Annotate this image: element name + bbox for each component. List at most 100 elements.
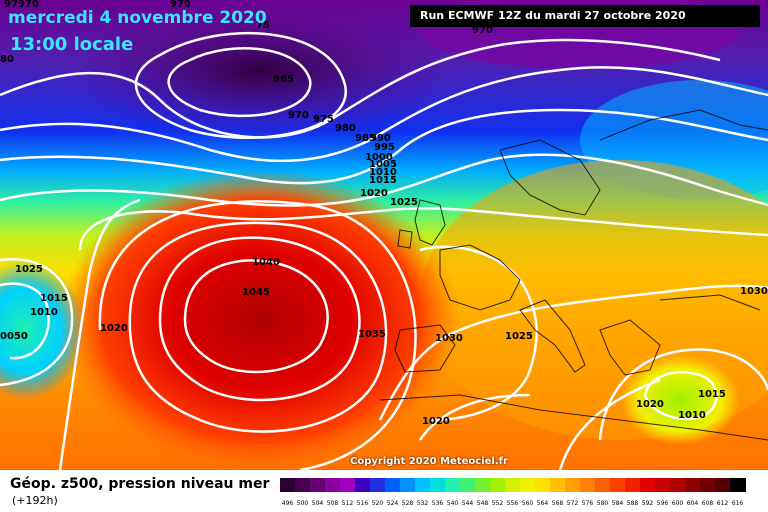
isobar-label: 80 [0, 54, 14, 65]
color-scale-legend: 496 500 504 508 512 516 520 524 528 532 536 540 544 5… [280, 478, 760, 512]
legend-swatch [415, 478, 431, 492]
legend-tick: 592 [641, 500, 654, 507]
legend-swatch [490, 478, 506, 492]
legend-swatch [310, 478, 326, 492]
legend-swatch [580, 478, 596, 492]
isobar-label: 985 [355, 133, 376, 144]
isobar-label: 1025 [505, 331, 533, 342]
legend-swatch [625, 478, 641, 492]
legend-swatch [505, 478, 521, 492]
legend-tick: 596 [656, 500, 669, 507]
legend-tick: 556 [506, 500, 519, 507]
legend-tick: 512 [341, 500, 354, 507]
legend-tick: 564 [536, 500, 549, 507]
legend-tick: 496 [281, 500, 294, 507]
legend-swatch [280, 478, 296, 492]
forecast-offset: (+192h) [12, 494, 58, 507]
model-run-label: Run ECMWF 12Z du mardi 27 octobre 2020 [410, 5, 760, 27]
legend-tick: 536 [431, 500, 444, 507]
copyright: Copyright 2020 Meteociel.fr [350, 456, 508, 467]
legend-swatch [685, 478, 701, 492]
legend-tick: 544 [461, 500, 474, 507]
legend-tick: 524 [386, 500, 399, 507]
legend-tick: 572 [566, 500, 579, 507]
isobar-label: 970 [170, 0, 191, 10]
legend-tick: 508 [326, 500, 339, 507]
legend-tick: 500 [296, 500, 309, 507]
legend-swatch [670, 478, 686, 492]
isobar-label: 975 [313, 114, 334, 125]
legend-swatch [460, 478, 476, 492]
legend-swatch [325, 478, 341, 492]
legend-tick: 528 [401, 500, 414, 507]
isobar-label: 1005 [369, 159, 397, 170]
legend-swatch [370, 478, 386, 492]
isobar-label: 1015 [40, 293, 68, 304]
legend-tick: 552 [491, 500, 504, 507]
forecast-time: 13:00 locale [10, 34, 134, 55]
legend-swatch [640, 478, 656, 492]
legend-swatch [730, 478, 746, 492]
legend-tick: 576 [581, 500, 594, 507]
isobar-label: 990 [370, 133, 391, 144]
isobar-label: 1025 [390, 197, 418, 208]
isobars [0, 32, 768, 470]
legend-swatch [340, 478, 356, 492]
isobar-label: 1020 [422, 416, 450, 427]
legend-tick: 504 [311, 500, 324, 507]
isobar-label: 1025 [15, 264, 43, 275]
legend-tick: 532 [416, 500, 429, 507]
isobar-label: 995 [374, 142, 395, 153]
isobar-label: 1020 [636, 399, 664, 410]
legend-tick: 600 [671, 500, 684, 507]
legend-tick: 520 [371, 500, 384, 507]
isobar-label: 1040 [252, 257, 280, 268]
isobar-label: 1020 [100, 323, 128, 334]
legend-tick: 584 [611, 500, 624, 507]
isobar-label: 1020 [360, 188, 388, 199]
map-title: Géop. z500, pression niveau mer [10, 476, 270, 492]
forecast-date: mercredi 4 novembre 2020 [8, 8, 267, 28]
isobar-label: 1030 [435, 333, 463, 344]
legend-swatch [535, 478, 551, 492]
isobar-label: 1010 [30, 307, 58, 318]
geopotential-chart: 970 970 97970 75 80 965 970 975 980 985 … [0, 0, 768, 470]
isobar-label: 0050 [0, 331, 28, 342]
legend-tick: 516 [356, 500, 369, 507]
legend-tick: 608 [701, 500, 714, 507]
legend-tick: 588 [626, 500, 639, 507]
legend-swatch [655, 478, 671, 492]
legend-swatch [295, 478, 311, 492]
isobar-label: 970 [288, 110, 309, 121]
legend-swatch [430, 478, 446, 492]
legend-swatch [700, 478, 716, 492]
weather-map: 970 970 97970 75 80 965 970 975 980 985 … [0, 0, 768, 470]
legend-swatch [355, 478, 371, 492]
legend-swatch [595, 478, 611, 492]
isobar-label: 1015 [698, 389, 726, 400]
legend-swatch [550, 478, 566, 492]
legend-tick: 616 [731, 500, 744, 507]
legend-tick: 540 [446, 500, 459, 507]
isobar-labels: 970 970 97970 75 80 965 970 975 980 985 … [0, 0, 768, 427]
isobar-label: 1000 [365, 152, 393, 163]
legend-swatch [565, 478, 581, 492]
legend-swatch [385, 478, 401, 492]
isobar-label: 1045 [242, 287, 270, 298]
coastlines [379, 109, 768, 441]
map-footer: Géop. z500, pression niveau mer (+192h) … [0, 470, 768, 512]
legend-tick: 604 [686, 500, 699, 507]
legend-swatch [445, 478, 461, 492]
legend-swatch [475, 478, 491, 492]
isobar-label: 965 [273, 74, 294, 85]
legend-tick: 560 [521, 500, 534, 507]
legend-tick: 568 [551, 500, 564, 507]
legend-swatch [400, 478, 416, 492]
isobar-label: 1030 [740, 286, 768, 297]
isobar-label: 1010 [678, 410, 706, 421]
legend-swatch [610, 478, 626, 492]
legend-swatch [520, 478, 536, 492]
isobar-label: 970 [472, 25, 493, 36]
isobar-label: 980 [335, 123, 356, 134]
legend-tick: 580 [596, 500, 609, 507]
